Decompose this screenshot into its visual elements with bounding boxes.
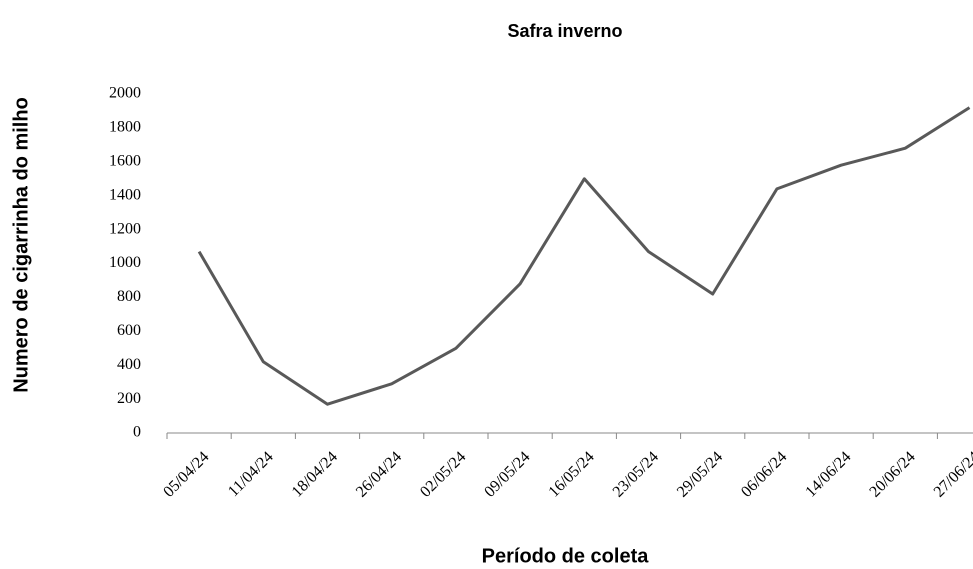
x-tick-label: 26/04/24 xyxy=(353,448,405,500)
x-tick-label: 09/05/24 xyxy=(481,448,533,500)
y-tick-label: 200 xyxy=(117,390,141,407)
x-tick-label: 05/04/24 xyxy=(160,448,212,500)
y-tick-label: 1400 xyxy=(109,186,141,203)
x-tick-label: 02/05/24 xyxy=(417,448,469,500)
x-tick-label: 29/05/24 xyxy=(674,448,726,500)
y-tick-label: 2000 xyxy=(109,85,141,102)
y-tick-label: 1600 xyxy=(109,152,141,169)
x-tick-label: 06/06/24 xyxy=(738,448,790,500)
y-axis-label: Numero de cigarrinha do milho xyxy=(10,97,32,393)
chart-title: Safra inverno xyxy=(507,21,622,41)
x-tick-label: 20/06/24 xyxy=(866,448,918,500)
x-tick-label: 14/06/24 xyxy=(802,448,854,500)
x-tick-label: 23/05/24 xyxy=(610,448,662,500)
x-axis-label: Período de coleta xyxy=(482,545,650,567)
x-tick-label: 27/06/24 xyxy=(931,448,973,500)
y-tick-label: 0 xyxy=(133,424,141,441)
y-tick-label: 400 xyxy=(117,356,141,373)
data-line xyxy=(197,106,971,406)
y-tick-label: 600 xyxy=(117,322,141,339)
y-tick-label: 1200 xyxy=(109,220,141,237)
x-tick-label: 11/04/24 xyxy=(225,448,277,500)
x-tick-label: 16/05/24 xyxy=(545,448,597,500)
x-tick-label: 18/04/24 xyxy=(289,448,341,500)
y-tick-label: 800 xyxy=(117,288,141,305)
y-tick-label: 1000 xyxy=(109,254,141,271)
y-tick-label: 1800 xyxy=(109,119,141,136)
